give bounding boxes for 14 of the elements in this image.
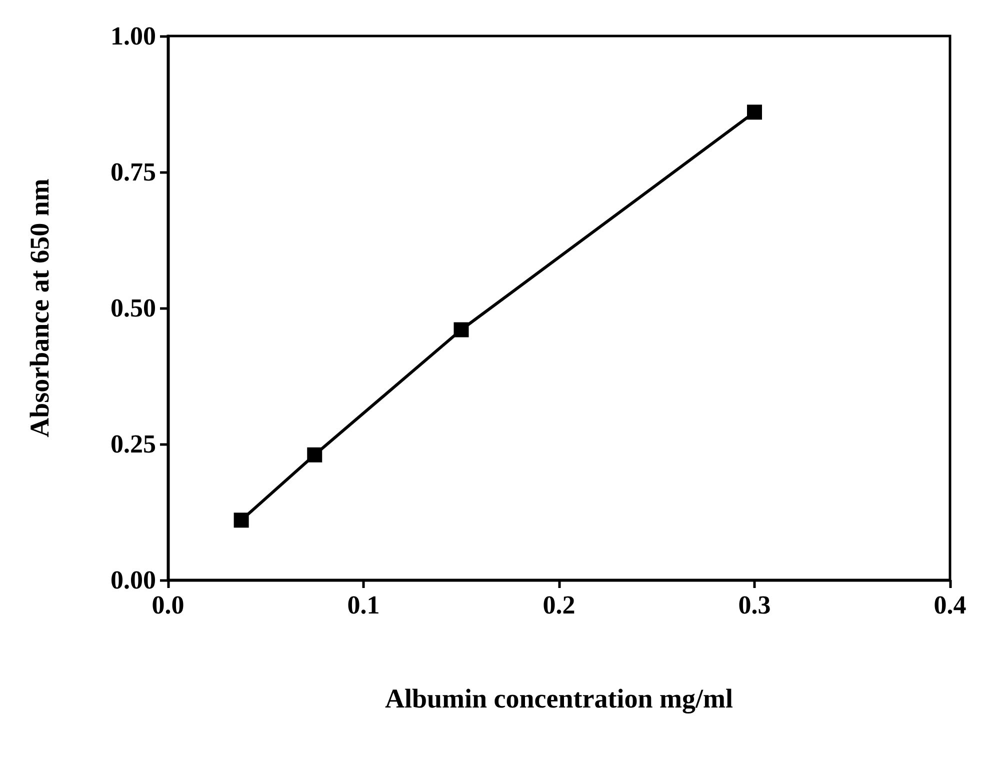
x-tick-label: 0.1 [347, 590, 380, 620]
point [234, 512, 249, 528]
x-tick-label: 0.4 [934, 590, 966, 620]
point [454, 322, 469, 338]
y-tick-label: 0.75 [110, 158, 156, 186]
x-tick-label: 0.3 [738, 590, 771, 620]
y-tick-label: 1.00 [110, 22, 156, 50]
y-axis-title: Absorbance at 650 nm [24, 178, 54, 438]
y-tick-label: 0.50 [110, 294, 156, 322]
point [747, 104, 762, 120]
point [307, 447, 322, 462]
x-axis-title: Albumin concentration mg/ml [385, 684, 734, 714]
y-tick-label: 0.25 [110, 430, 156, 458]
x-tick-label: 0.2 [542, 590, 576, 620]
